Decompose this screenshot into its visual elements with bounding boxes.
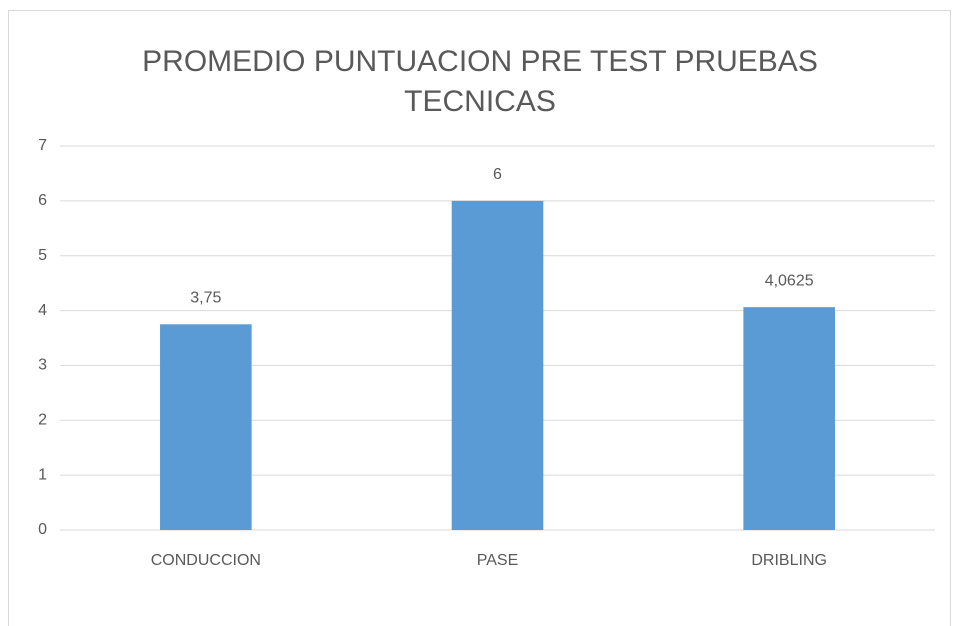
bar [451,200,544,530]
y-tick-label: 6 [38,192,47,209]
bar [743,307,835,530]
chart-title: PROMEDIO PUNTUACION PRE TEST PRUEBAS TEC… [142,45,818,118]
bar [160,324,252,530]
data-label: 3,75 [190,290,221,307]
y-tick-label: 5 [38,247,47,264]
y-tick-label: 0 [38,521,47,538]
y-tick-label: 4 [38,302,47,319]
x-tick-label: DRIBLING [751,552,827,569]
data-label: 4,0625 [765,272,814,289]
data-label: 6 [493,166,502,183]
y-tick-label: 1 [38,466,47,483]
y-tick-label: 7 [38,137,47,154]
y-tick-label: 3 [38,357,47,374]
x-tick-label: PASE [477,552,519,569]
x-tick-label: CONDUCCION [151,552,261,569]
y-tick-label: 2 [38,412,47,429]
